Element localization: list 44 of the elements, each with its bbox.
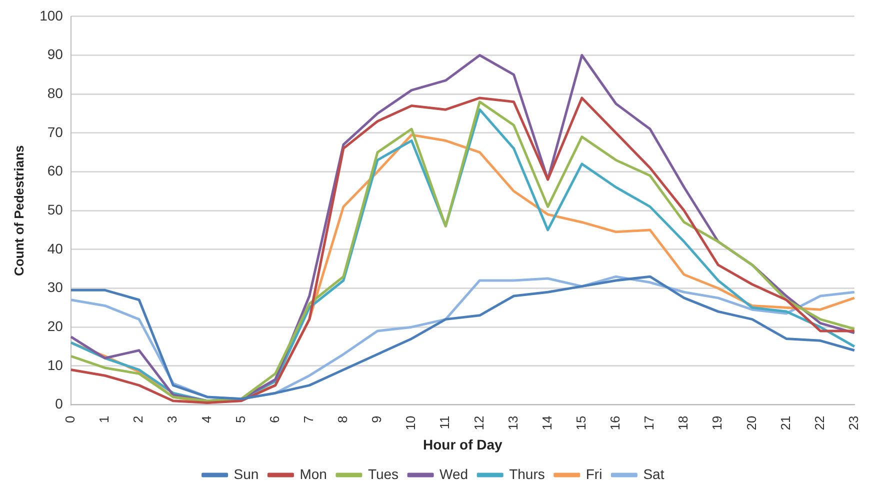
x-tick-label: 1 <box>96 416 112 423</box>
x-tick-label: 20 <box>744 416 759 430</box>
y-tick-label: 60 <box>47 162 64 179</box>
y-tick-label: 100 <box>40 7 64 24</box>
y-tick-label: 20 <box>47 318 64 334</box>
x-tick-label: 0 <box>62 416 78 423</box>
x-tick-label: 21 <box>778 416 793 430</box>
legend-label: Thurs <box>509 466 545 482</box>
legend-label: Tues <box>368 466 399 482</box>
y-tick-label: 30 <box>47 279 64 296</box>
x-tick-label: 8 <box>335 416 350 423</box>
y-tick-label: 10 <box>47 356 64 373</box>
y-tick-label: 70 <box>47 124 64 140</box>
x-tick-label: 4 <box>198 416 214 423</box>
y-tick-label: 50 <box>47 201 64 218</box>
x-tick-label: 14 <box>539 416 554 430</box>
y-tick-label: 90 <box>47 46 64 62</box>
y-tick-label: 80 <box>47 84 64 101</box>
y-tick-label: 40 <box>47 240 64 256</box>
y-axis-title: Count of Pedestrians <box>11 145 26 276</box>
legend-label: Fri <box>586 466 602 482</box>
x-tick-label: 16 <box>608 416 623 430</box>
x-tick-label: 13 <box>505 416 520 430</box>
x-tick-label: 2 <box>130 416 146 423</box>
x-tick-label: 5 <box>232 416 248 423</box>
x-tick-label: 7 <box>300 416 316 423</box>
x-tick-label: 6 <box>266 416 282 423</box>
legend-label: Mon <box>300 466 327 482</box>
legend-label: Sun <box>234 466 259 482</box>
x-tick-label: 3 <box>164 416 180 423</box>
x-tick-label: 18 <box>676 416 691 430</box>
x-tick-label: 12 <box>471 416 486 430</box>
x-tick-label: 23 <box>846 416 861 430</box>
x-tick-label: 17 <box>642 416 657 430</box>
x-axis-title: Hour of Day <box>423 436 503 452</box>
x-tick-label: 22 <box>812 416 827 430</box>
x-tick-label: 11 <box>437 416 452 430</box>
x-tick-label: 9 <box>369 416 384 423</box>
x-tick-label: 19 <box>710 416 725 430</box>
x-tick-label: 10 <box>403 416 418 430</box>
legend-label: Sat <box>643 466 664 482</box>
x-tick-label: 15 <box>573 416 588 430</box>
legend-label: Wed <box>440 466 468 482</box>
y-tick-label: 0 <box>55 396 64 412</box>
